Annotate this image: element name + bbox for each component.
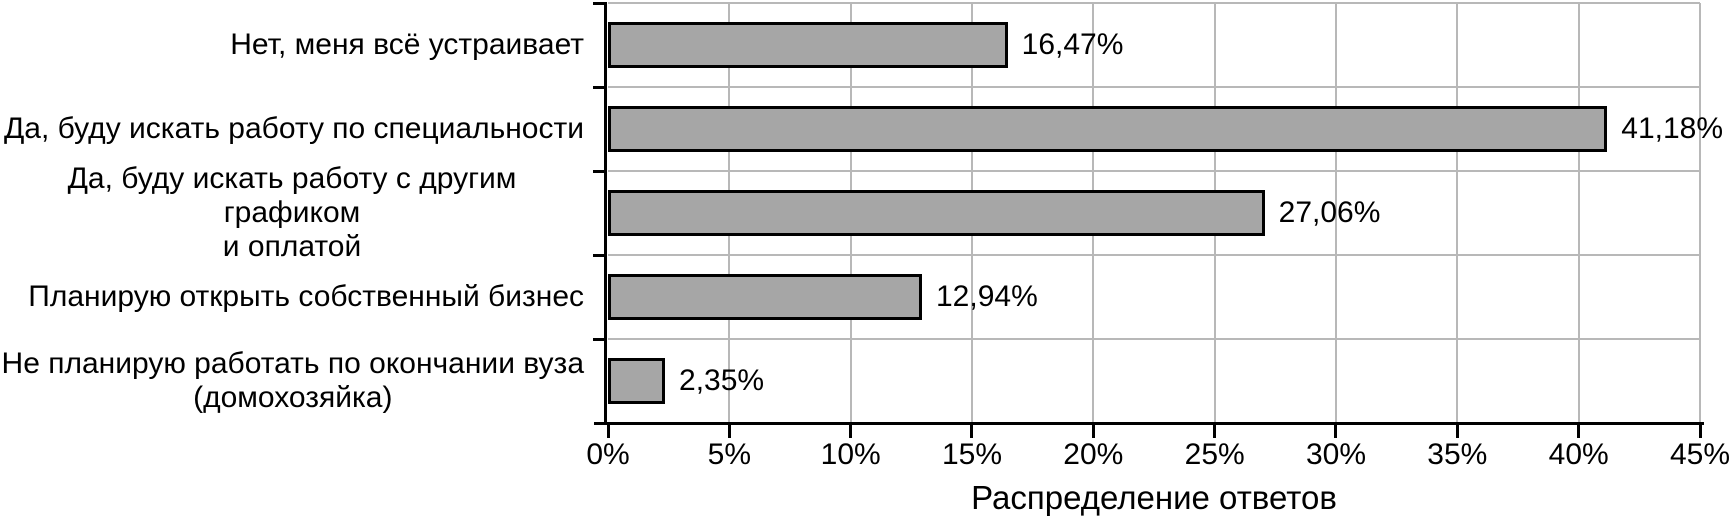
bar-row: 27,06% <box>608 171 1700 255</box>
category-label-text: Нет, меня всё устраивает <box>230 28 584 61</box>
y-axis-tick <box>593 338 607 341</box>
x-tick-label: 0% <box>586 438 630 471</box>
v-gridline <box>1334 3 1337 423</box>
x-tick-label: 20% <box>1063 438 1124 471</box>
y-axis-tick <box>593 254 607 257</box>
x-axis-tick <box>1091 425 1095 438</box>
bar-value-label: 2,35% <box>679 364 765 397</box>
v-gridline <box>1699 3 1701 423</box>
x-axis-tick <box>970 425 974 438</box>
bar-value-label: 16,47% <box>1021 28 1124 61</box>
bar <box>608 22 1008 68</box>
h-gridline <box>608 2 1700 4</box>
category-label: Да, буду искать работу по специальности <box>0 87 584 171</box>
bar-row: 41,18% <box>608 87 1723 171</box>
x-axis-tick <box>1334 425 1338 438</box>
x-tick-label: 35% <box>1427 438 1488 471</box>
x-axis-ticks <box>606 425 1702 438</box>
x-axis-tick <box>1455 425 1459 438</box>
category-label: Не планирую работать по окончании вуза (… <box>0 339 584 423</box>
plot-area: 16,47% 41,18% 27,06% 12,94% 2,35% <box>608 2 1723 423</box>
x-axis-tick <box>606 425 610 438</box>
x-tick-label: 45% <box>1669 438 1731 471</box>
x-axis-tick <box>849 425 853 438</box>
bar <box>608 106 1608 152</box>
v-gridline <box>1577 3 1580 423</box>
bar-row: 16,47% <box>608 3 1700 87</box>
category-label-text: Не планирую работать по окончании вуза (… <box>1 347 584 414</box>
x-axis-tick-labels: 0% 5% 10% 15% 20% 25% 30% 35% 40% 45% <box>586 438 1730 472</box>
x-tick-label: 25% <box>1184 438 1245 471</box>
bar <box>608 190 1265 236</box>
x-tick-label: 40% <box>1548 438 1609 471</box>
category-label: Планирую открыть собственный бизнес <box>0 255 584 339</box>
category-labels: Нет, меня всё устраивает Да, буду искать … <box>0 3 584 423</box>
v-gridline <box>1456 3 1459 423</box>
bar-row: 2,35% <box>608 339 1700 423</box>
category-label-text: Да, буду искать работу с другим графиком… <box>67 162 517 263</box>
x-axis-tick <box>1577 425 1581 438</box>
h-gridline <box>608 338 1700 340</box>
x-tick-label: 30% <box>1305 438 1367 471</box>
x-axis-tick <box>1213 425 1217 438</box>
category-label-text: Планирую открыть собственный бизнес <box>28 280 584 313</box>
h-gridline <box>608 170 1700 172</box>
bar-value-label: 41,18% <box>1621 112 1724 145</box>
category-label-text: Да, буду искать работу по специальности <box>3 112 584 145</box>
x-tick-label: 15% <box>941 438 1003 471</box>
bar-value-label: 27,06% <box>1278 196 1381 229</box>
category-label: Нет, меня всё устраивает <box>0 3 584 87</box>
category-label: Да, буду искать работу с другим графиком… <box>0 162 584 263</box>
x-axis-title: Распределение ответов <box>971 479 1337 516</box>
bar-value-label: 12,94% <box>936 280 1038 313</box>
y-axis-tick <box>593 2 607 5</box>
y-axis <box>604 3 607 423</box>
x-tick-label: 10% <box>820 438 881 471</box>
h-gridline <box>608 254 1700 256</box>
h-gridline <box>608 86 1700 88</box>
x-tick-label: 5% <box>707 438 752 471</box>
bar-row: 12,94% <box>608 255 1700 339</box>
x-axis <box>594 422 1704 425</box>
x-axis-tick <box>727 425 731 438</box>
y-axis-tick <box>593 86 607 89</box>
bar <box>608 274 922 320</box>
y-axis-tick <box>593 170 607 173</box>
bar <box>608 358 666 404</box>
x-axis-tick <box>1698 425 1702 438</box>
